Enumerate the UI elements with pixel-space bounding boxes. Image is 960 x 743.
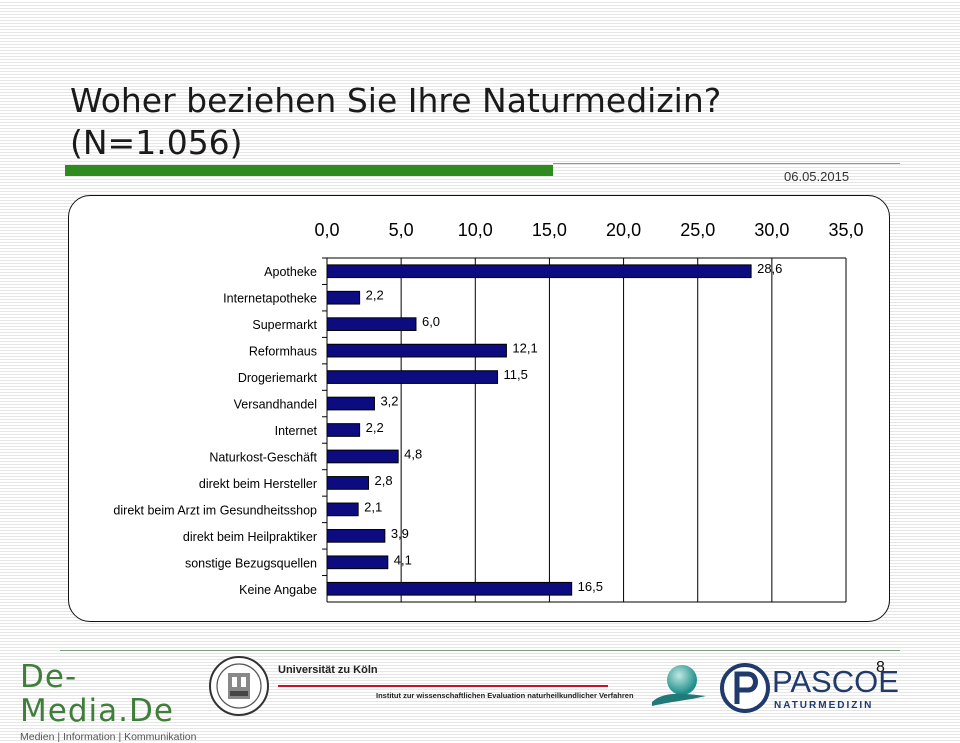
y-tick-label: Internetapotheke [223,292,317,306]
x-tick-label: 15,0 [532,220,567,240]
footer-divider [60,650,900,651]
y-tick-label: Drogeriemarkt [238,371,318,385]
globe-swoosh-icon [652,665,706,706]
x-tick-label: 35,0 [828,220,863,240]
data-label: 3,2 [380,394,398,409]
bar [326,555,389,570]
university-red-rule [278,685,608,687]
data-label: 4,8 [404,446,422,461]
slide-title: Woher beziehen Sie Ihre Naturmedizin? (N… [70,80,870,164]
demedia-logo-name: De-Media.De [20,659,174,729]
data-label: 11,5 [504,367,528,382]
pascoe-emblem-icon [720,663,770,713]
bar [326,264,752,279]
bar [326,396,375,411]
bar-chart: 0,0 5,0 10,0 15,0 20,0 25,0 30,0 35,0 Apotheke 28… [113,220,864,603]
bar [326,343,507,358]
x-tick-label: 25,0 [680,220,715,240]
slide-title-line-2: (N=1.056) [70,123,243,162]
data-label: 6,0 [422,314,440,329]
x-tick-label: 30,0 [754,220,789,240]
pascoe-logo-name: PASCOE [772,664,899,699]
bar [326,449,399,464]
data-label: 2,2 [366,288,384,303]
page-number: 8 [876,659,885,676]
bar [326,476,370,490]
bar [326,502,359,517]
data-label: 2,2 [366,420,384,435]
pascoe-logo-sub: NATURMEDIZIN [774,700,874,711]
bar [326,581,573,596]
y-tick-label: Reformhaus [249,345,317,359]
y-tick-label: Apotheke [264,265,317,279]
x-tick-label: 20,0 [606,220,641,240]
pascoe-logo: PASCOE NATURMEDIZIN [720,660,900,718]
data-label: 2,1 [364,499,382,514]
demedia-logo: De-Media.De Medien | Information | Kommu… [20,660,200,743]
university-name: Universität zu Köln [278,664,378,676]
y-tick-label: Versandhandel [234,398,317,412]
y-tick-label: Supermarkt [252,318,317,332]
y-tick-label: Naturkost-Geschäft [209,450,317,464]
y-tick-label: direkt beim Heilpraktiker [183,530,317,544]
x-tick-label: 10,0 [458,220,493,240]
header-divider [553,163,900,164]
data-label: 16,5 [578,579,603,594]
y-tick-label: direkt beim Hersteller [199,477,317,491]
x-tick-label: 0,0 [314,220,339,240]
x-tick-label: 5,0 [389,220,414,240]
slide-title-line-1: Woher beziehen Sie Ihre Naturmedizin? [70,81,722,120]
y-tick-label: Internet [275,424,318,438]
data-label: 3,9 [391,526,409,541]
data-label: 12,1 [512,341,537,356]
bar [326,317,417,332]
data-label: 2,8 [375,473,393,488]
chart-frame: 0,0 5,0 10,0 15,0 20,0 25,0 30,0 35,0 Apotheke 28… [68,195,890,622]
data-label: 4,1 [394,552,412,567]
university-seal-icon [209,656,269,716]
institute-name: Institut zur wissenschaftlichen Evaluati… [376,691,634,700]
bar [326,290,361,305]
data-label: 28,6 [757,261,782,276]
bar [326,528,386,543]
demedia-logo-tagline: Medien | Information | Kommunikation [20,731,197,743]
bar [326,423,361,437]
green-accent-rule [65,165,553,176]
y-tick-label: direkt beim Arzt im Gesundheitsshop [113,503,317,517]
y-tick-label: Keine Angabe [239,583,317,597]
bar [326,370,499,384]
slide-date: 06.05.2015 [784,169,850,184]
y-tick-label: sonstige Bezugsquellen [185,556,317,570]
